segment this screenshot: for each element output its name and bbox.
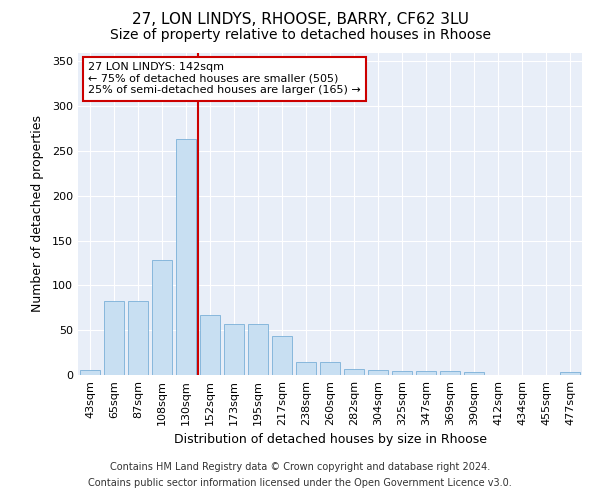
Bar (392, 370, 412, 375)
Bar (440, 372, 460, 375)
Bar (416, 370, 436, 375)
Text: Size of property relative to detached houses in Rhoose: Size of property relative to detached ho… (110, 28, 491, 42)
Bar (560, 372, 580, 375)
Bar (344, 368, 364, 375)
Bar (128, 300, 148, 375)
Bar (176, 140, 196, 375)
Bar (200, 315, 220, 375)
Y-axis label: Number of detached properties: Number of detached properties (31, 116, 44, 312)
Text: Contains public sector information licensed under the Open Government Licence v3: Contains public sector information licen… (88, 478, 512, 488)
Bar (272, 336, 292, 375)
Bar (224, 324, 244, 375)
Text: 27, LON LINDYS, RHOOSE, BARRY, CF62 3LU: 27, LON LINDYS, RHOOSE, BARRY, CF62 3LU (131, 12, 469, 28)
Bar (152, 260, 172, 375)
Bar (104, 300, 124, 375)
Bar (80, 370, 100, 375)
Bar (464, 372, 484, 375)
Text: Contains HM Land Registry data © Crown copyright and database right 2024.: Contains HM Land Registry data © Crown c… (110, 462, 490, 472)
Bar (368, 370, 388, 375)
Bar (296, 362, 316, 375)
Text: 27 LON LINDYS: 142sqm
← 75% of detached houses are smaller (505)
25% of semi-det: 27 LON LINDYS: 142sqm ← 75% of detached … (88, 62, 361, 96)
X-axis label: Distribution of detached houses by size in Rhoose: Distribution of detached houses by size … (173, 434, 487, 446)
Bar (248, 324, 268, 375)
Bar (320, 362, 340, 375)
